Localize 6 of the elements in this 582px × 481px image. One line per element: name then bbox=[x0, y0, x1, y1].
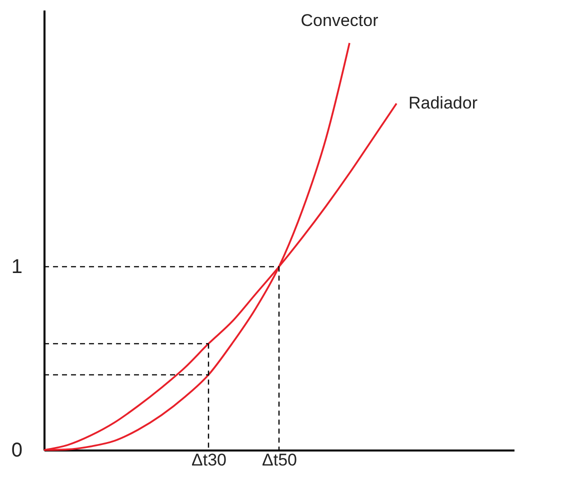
series-label: Radiador bbox=[408, 94, 478, 112]
x-tick-label: Δt30 bbox=[192, 450, 226, 470]
series-label: Convector bbox=[300, 11, 379, 30]
x-tick-label: Δt50 bbox=[262, 450, 297, 470]
y-tick-label: 1 bbox=[11, 256, 22, 278]
y-tick-label: 0 bbox=[11, 440, 22, 462]
